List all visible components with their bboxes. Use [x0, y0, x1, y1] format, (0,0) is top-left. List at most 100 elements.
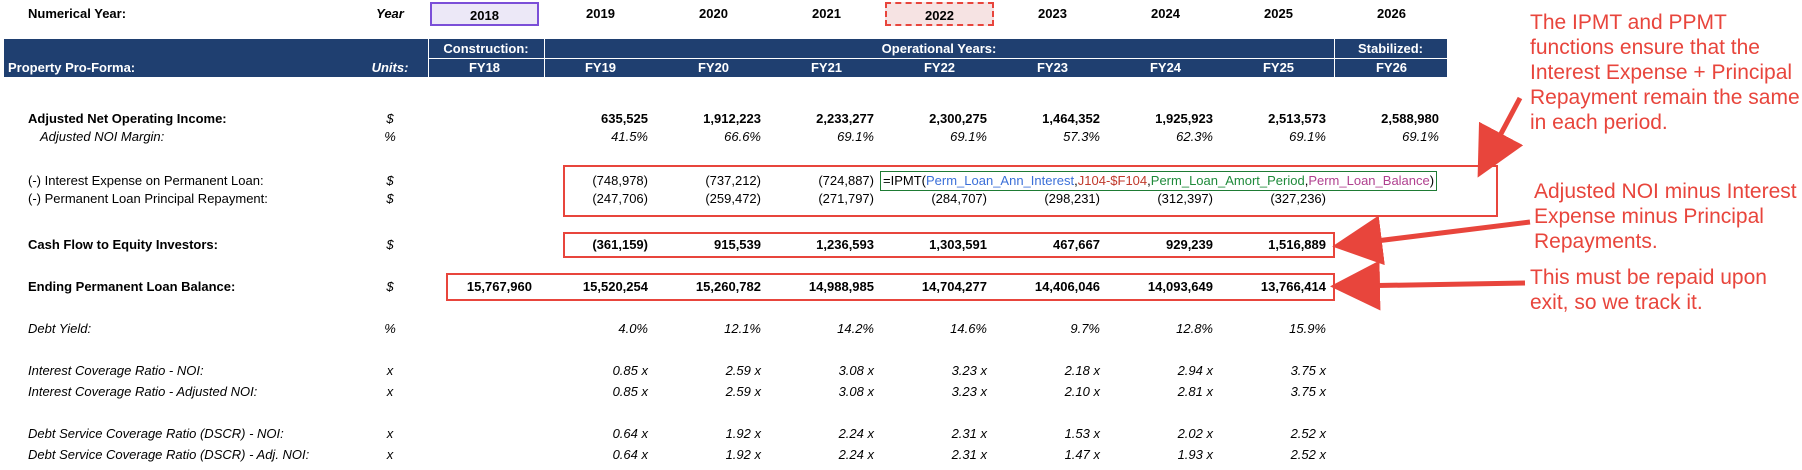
- icr-adj-noi-row-cell[interactable]: 2.81 x: [1177, 384, 1213, 399]
- cash-flow-row-cell[interactable]: 1,236,593: [816, 237, 874, 252]
- numerical-year-cell[interactable]: 2021: [812, 6, 841, 21]
- debt-yield-row-cell[interactable]: 15.9%: [1289, 321, 1326, 336]
- adjusted-noi-margin-row-cell[interactable]: 69.1%: [1402, 129, 1439, 144]
- cash-flow-row-cell[interactable]: (361,159): [592, 237, 648, 252]
- numerical-year-cell[interactable]: 2024: [1151, 6, 1180, 21]
- ending-balance-row-cell[interactable]: 14,093,649: [1147, 279, 1213, 294]
- adjusted-noi-margin-row-cell[interactable]: 41.5%: [611, 129, 648, 144]
- cash-flow-row-cell[interactable]: 1,303,591: [929, 237, 987, 252]
- adjusted-noi-row-cell[interactable]: 1,925,923: [1155, 111, 1213, 126]
- icr-noi-row-cell[interactable]: 2.59 x: [725, 363, 761, 378]
- adjusted-noi-margin-row-cell[interactable]: 69.1%: [950, 129, 987, 144]
- icr-adj-noi-row-cell[interactable]: 3.75 x: [1290, 384, 1326, 399]
- debt-yield-row-cell[interactable]: 14.6%: [950, 321, 987, 336]
- ending-balance-row-cell[interactable]: 15,520,254: [582, 279, 648, 294]
- adjusted-noi-row-cell[interactable]: 2,300,275: [929, 111, 987, 126]
- ipmt-formula-cell[interactable]: =IPMT(Perm_Loan_Ann_Interest,J104-$F104,…: [880, 171, 1438, 191]
- ending-balance-row-cell[interactable]: 14,406,046: [1034, 279, 1100, 294]
- adjusted-noi-row-cell[interactable]: 1,464,352: [1042, 111, 1100, 126]
- icr-adj-noi-row-cell[interactable]: 2.10 x: [1064, 384, 1100, 399]
- debt-yield-row-cell[interactable]: 9.7%: [1070, 321, 1100, 336]
- cash-flow-row-cell[interactable]: 467,667: [1053, 237, 1100, 252]
- principal-repayment-row-cell[interactable]: (284,707): [931, 191, 987, 206]
- adjusted-noi-margin-row-cell[interactable]: 69.1%: [1289, 129, 1326, 144]
- debt-yield-row-cell[interactable]: 4.0%: [618, 321, 648, 336]
- dscr-noi-row-cell[interactable]: 2.02 x: [1177, 426, 1213, 441]
- ending-balance-row-cell[interactable]: 14,988,985: [808, 279, 874, 294]
- icr-noi-row-cell[interactable]: 2.94 x: [1177, 363, 1213, 378]
- ending-balance-row-label: Ending Permanent Loan Balance:: [28, 279, 236, 294]
- interest-expense-row-cell[interactable]: (737,212): [705, 173, 761, 188]
- dscr-noi-row-cell[interactable]: 1.53 x: [1064, 426, 1100, 441]
- icr-noi-row-cell[interactable]: 3.23 x: [951, 363, 987, 378]
- numerical-year-cell[interactable]: 2018: [430, 2, 539, 26]
- dscr-adj-noi-row-unit: x: [386, 447, 394, 462]
- icr-adj-noi-row-cell[interactable]: 2.59 x: [725, 384, 761, 399]
- dscr-adj-noi-row-cell[interactable]: 2.52 x: [1290, 447, 1326, 462]
- adjusted-noi-margin-row-cell[interactable]: 66.6%: [724, 129, 761, 144]
- dscr-adj-noi-row-cell[interactable]: 2.24 x: [838, 447, 874, 462]
- numerical-year-cell[interactable]: 2026: [1377, 6, 1406, 21]
- principal-repayment-row-cell[interactable]: (247,706): [592, 191, 648, 206]
- numerical-year-cell[interactable]: 2022: [885, 2, 994, 26]
- adjusted-noi-margin-row-cell[interactable]: 57.3%: [1063, 129, 1100, 144]
- dscr-noi-row-cell[interactable]: 2.24 x: [838, 426, 874, 441]
- principal-repayment-row-cell[interactable]: (312,397): [1157, 191, 1213, 206]
- icr-adj-noi-row-cell[interactable]: 3.08 x: [838, 384, 874, 399]
- formula-arg-period: J104-$F104: [1077, 173, 1148, 188]
- adjusted-noi-row-cell[interactable]: 2,233,277: [816, 111, 874, 126]
- units-header: Units:: [371, 60, 409, 75]
- icr-noi-row-cell[interactable]: 2.18 x: [1064, 363, 1100, 378]
- interest-expense-row-cell[interactable]: (748,978): [592, 173, 648, 188]
- cash-flow-row-cell[interactable]: 929,239: [1166, 237, 1213, 252]
- icr-noi-row-cell[interactable]: 0.85 x: [612, 363, 648, 378]
- principal-repayment-row-cell[interactable]: (271,797): [818, 191, 874, 206]
- dscr-adj-noi-row-cell[interactable]: 2.31 x: [951, 447, 987, 462]
- dscr-adj-noi-row-cell[interactable]: 0.64 x: [612, 447, 648, 462]
- numerical-year-cell[interactable]: 2020: [699, 6, 728, 21]
- header-separator-3: [1334, 39, 1335, 77]
- adjusted-noi-row-cell[interactable]: 635,525: [601, 111, 648, 126]
- cash-flow-row-cell[interactable]: 1,516,889: [1268, 237, 1326, 252]
- icr-adj-noi-row-label: Interest Coverage Ratio - Adjusted NOI:: [28, 384, 258, 399]
- numerical-year-cell[interactable]: 2019: [586, 6, 615, 21]
- debt-yield-row-cell[interactable]: 14.2%: [837, 321, 874, 336]
- icr-adj-noi-row-cell[interactable]: 0.85 x: [612, 384, 648, 399]
- ending-balance-row-cell[interactable]: 15,767,960: [466, 279, 532, 294]
- fiscal-year-header: FY22: [923, 60, 956, 75]
- principal-repayment-row-cell[interactable]: (327,236): [1270, 191, 1326, 206]
- dscr-noi-row-cell[interactable]: 2.31 x: [951, 426, 987, 441]
- dscr-adj-noi-row-cell[interactable]: 1.93 x: [1177, 447, 1213, 462]
- principal-repayment-row-cell[interactable]: (259,472): [705, 191, 761, 206]
- numerical-year-cell[interactable]: 2025: [1264, 6, 1293, 21]
- adjusted-noi-row-cell[interactable]: 2,588,980: [1381, 111, 1439, 126]
- dscr-adj-noi-row-label: Debt Service Coverage Ratio (DSCR) - Adj…: [28, 447, 310, 462]
- dscr-noi-row-cell[interactable]: 2.52 x: [1290, 426, 1326, 441]
- principal-repayment-row-cell[interactable]: (298,231): [1044, 191, 1100, 206]
- icr-noi-row-cell[interactable]: 3.08 x: [838, 363, 874, 378]
- interest-expense-row-cell[interactable]: (724,887): [818, 173, 874, 188]
- dscr-noi-row-cell[interactable]: 1.92 x: [725, 426, 761, 441]
- ending-balance-row-cell[interactable]: 14,704,277: [921, 279, 987, 294]
- dscr-noi-row-cell[interactable]: 0.64 x: [612, 426, 648, 441]
- adjusted-noi-margin-row-cell[interactable]: 69.1%: [837, 129, 874, 144]
- icr-adj-noi-row-cell[interactable]: 3.23 x: [951, 384, 987, 399]
- adjusted-noi-row-unit: $: [386, 111, 394, 126]
- cash-flow-row-label: Cash Flow to Equity Investors:: [28, 237, 218, 252]
- adjusted-noi-row-cell[interactable]: 1,912,223: [703, 111, 761, 126]
- adjusted-noi-row-cell[interactable]: 2,513,573: [1268, 111, 1326, 126]
- ending-balance-row-cell[interactable]: 15,260,782: [695, 279, 761, 294]
- ending-balance-row-cell[interactable]: 13,766,414: [1260, 279, 1326, 294]
- icr-noi-row-cell[interactable]: 3.75 x: [1290, 363, 1326, 378]
- callout-adjusted-noi: Adjusted NOI minus Interest Expense minu…: [1534, 180, 1797, 253]
- adjusted-noi-margin-row-label: Adjusted NOI Margin:: [40, 129, 165, 144]
- operational-years-header: Operational Years:: [881, 41, 997, 56]
- dscr-adj-noi-row-cell[interactable]: 1.92 x: [725, 447, 761, 462]
- numerical-year-cell[interactable]: 2023: [1038, 6, 1067, 21]
- dscr-adj-noi-row-cell[interactable]: 1.47 x: [1064, 447, 1100, 462]
- construction-header: Construction:: [443, 41, 529, 56]
- cash-flow-row-cell[interactable]: 915,539: [714, 237, 761, 252]
- debt-yield-row-cell[interactable]: 12.1%: [724, 321, 761, 336]
- adjusted-noi-margin-row-cell[interactable]: 62.3%: [1176, 129, 1213, 144]
- debt-yield-row-cell[interactable]: 12.8%: [1176, 321, 1213, 336]
